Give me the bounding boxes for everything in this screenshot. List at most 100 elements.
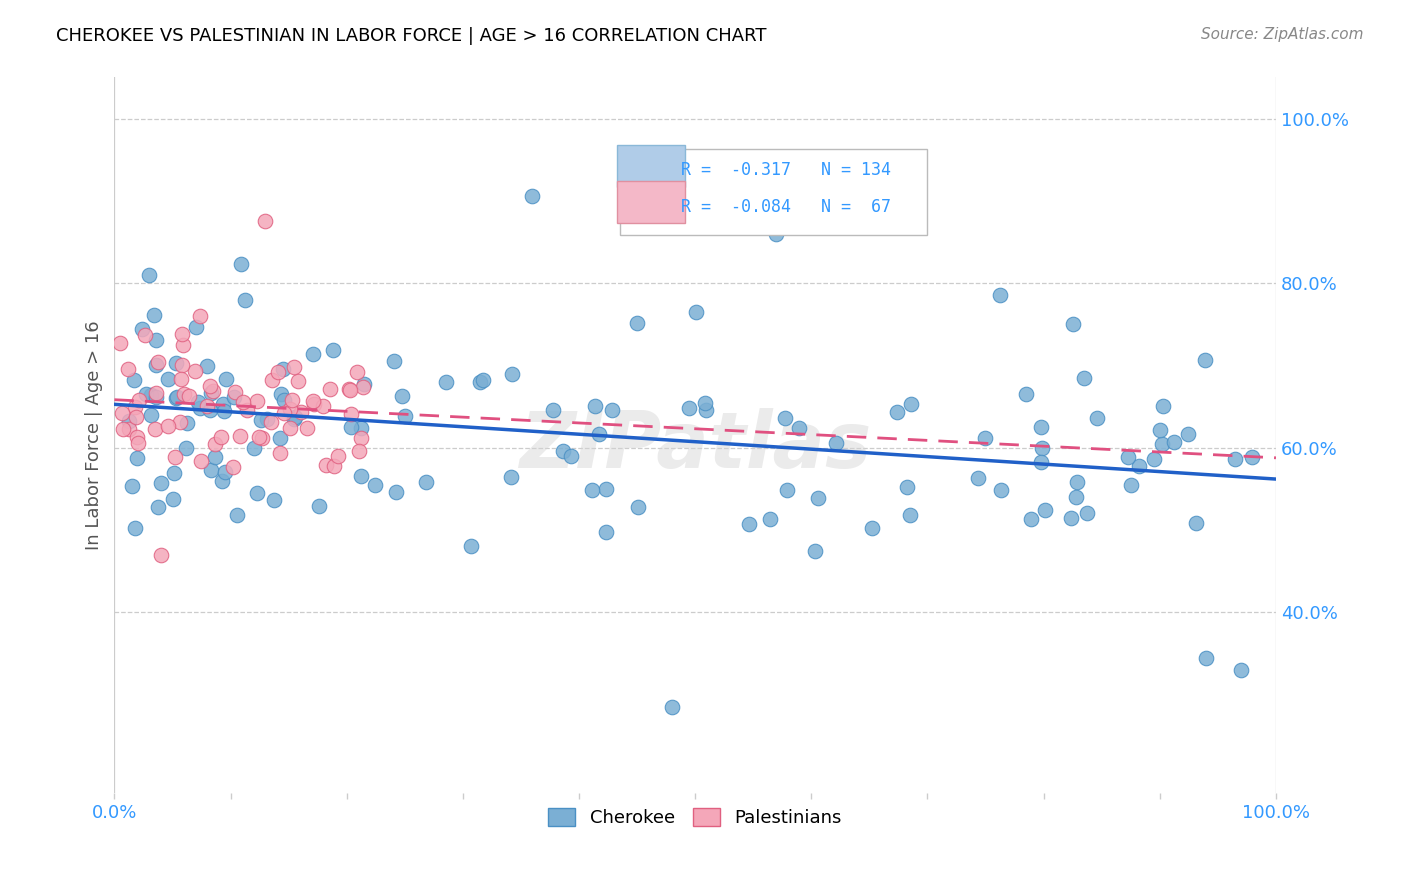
Point bbox=[214, 372, 236, 386]
Point bbox=[174, 441, 197, 455]
Point bbox=[967, 471, 990, 485]
Point bbox=[233, 293, 256, 307]
Point bbox=[145, 390, 167, 404]
Point bbox=[169, 415, 191, 429]
Point bbox=[250, 412, 273, 426]
Point bbox=[350, 469, 373, 483]
Point bbox=[315, 458, 337, 472]
Point bbox=[308, 499, 330, 513]
Point bbox=[738, 517, 761, 532]
Point bbox=[394, 409, 416, 423]
Point bbox=[588, 427, 610, 442]
Point bbox=[165, 391, 187, 405]
Point bbox=[1119, 477, 1142, 491]
Text: Source: ZipAtlas.com: Source: ZipAtlas.com bbox=[1201, 27, 1364, 42]
Point bbox=[222, 460, 245, 475]
Point bbox=[312, 399, 335, 413]
Point bbox=[121, 479, 143, 493]
Point bbox=[246, 486, 269, 500]
Point bbox=[179, 389, 201, 403]
Point bbox=[211, 474, 233, 488]
Point bbox=[302, 396, 325, 410]
Point bbox=[118, 414, 141, 428]
Point bbox=[896, 480, 918, 494]
Legend: Cherokee, Palestinians: Cherokee, Palestinians bbox=[541, 801, 849, 834]
Point bbox=[287, 375, 309, 389]
Point bbox=[278, 401, 301, 416]
Point bbox=[176, 416, 198, 430]
Point bbox=[188, 310, 211, 324]
Point bbox=[347, 444, 370, 458]
Point bbox=[122, 373, 145, 387]
Point bbox=[520, 189, 543, 203]
Point bbox=[269, 432, 291, 446]
Point bbox=[149, 476, 172, 491]
Point bbox=[246, 393, 269, 408]
Point bbox=[353, 376, 375, 391]
Point bbox=[198, 403, 221, 417]
Point bbox=[1118, 450, 1140, 465]
Point bbox=[131, 322, 153, 336]
Point bbox=[290, 405, 312, 419]
Point bbox=[186, 319, 208, 334]
Point bbox=[226, 508, 249, 523]
Point bbox=[143, 422, 166, 436]
Point bbox=[807, 491, 830, 505]
Point bbox=[595, 482, 617, 496]
Point bbox=[352, 379, 374, 393]
Point bbox=[141, 388, 163, 402]
Point bbox=[1163, 434, 1185, 449]
Point bbox=[1060, 510, 1083, 524]
Point bbox=[1240, 450, 1263, 465]
Point bbox=[1149, 423, 1171, 437]
Point bbox=[195, 400, 218, 414]
Point bbox=[328, 449, 350, 463]
Point bbox=[187, 395, 209, 409]
Point bbox=[1143, 452, 1166, 467]
Point bbox=[156, 418, 179, 433]
Point bbox=[270, 386, 292, 401]
Point bbox=[190, 454, 212, 468]
Point bbox=[825, 436, 848, 450]
Point bbox=[134, 328, 156, 343]
Point bbox=[471, 373, 494, 387]
Point bbox=[128, 392, 150, 407]
Point bbox=[350, 431, 373, 445]
Point bbox=[1066, 475, 1088, 490]
Point bbox=[278, 420, 301, 434]
Point bbox=[385, 485, 408, 500]
Point bbox=[1062, 318, 1084, 332]
Point bbox=[364, 477, 387, 491]
Point bbox=[283, 411, 305, 425]
Point bbox=[1076, 506, 1098, 520]
Point bbox=[273, 393, 295, 408]
Point bbox=[127, 436, 149, 450]
Point bbox=[322, 343, 344, 358]
Point bbox=[200, 385, 222, 400]
Point bbox=[583, 399, 606, 413]
Point bbox=[224, 384, 246, 399]
Point bbox=[127, 430, 149, 444]
Point bbox=[111, 422, 134, 436]
Point bbox=[149, 548, 172, 562]
Point bbox=[252, 432, 274, 446]
Point bbox=[166, 390, 188, 404]
Point bbox=[391, 389, 413, 403]
Text: ZIPatlas: ZIPatlas bbox=[519, 409, 872, 484]
Point bbox=[124, 401, 146, 415]
Point bbox=[209, 429, 232, 443]
Point bbox=[1031, 442, 1053, 456]
Point bbox=[302, 347, 325, 361]
Point bbox=[773, 410, 796, 425]
Point bbox=[148, 500, 170, 514]
Point bbox=[860, 521, 883, 535]
Point bbox=[499, 470, 522, 484]
Point bbox=[204, 436, 226, 450]
Point bbox=[138, 268, 160, 283]
Point bbox=[212, 397, 235, 411]
Point bbox=[595, 525, 617, 540]
Point bbox=[295, 420, 318, 434]
Point bbox=[125, 409, 148, 424]
Point bbox=[236, 402, 259, 417]
Point bbox=[162, 491, 184, 506]
